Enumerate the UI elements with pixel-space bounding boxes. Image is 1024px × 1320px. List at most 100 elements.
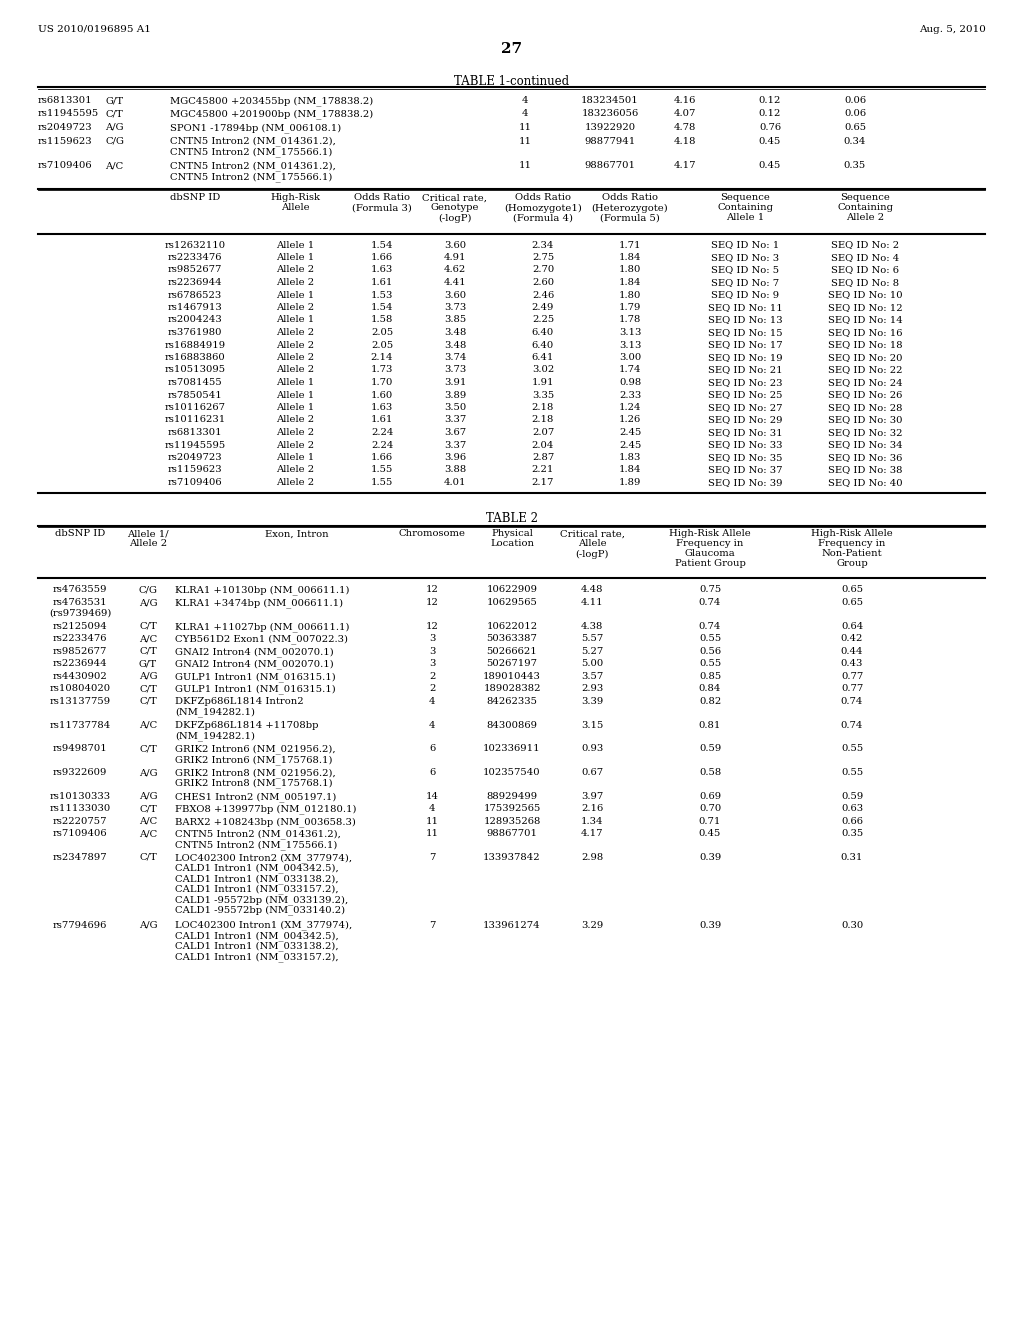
Text: 4: 4 (429, 697, 435, 706)
Text: rs11737784: rs11737784 (49, 721, 111, 730)
Text: SEQ ID No: 23: SEQ ID No: 23 (708, 378, 782, 387)
Text: 1.73: 1.73 (371, 366, 393, 375)
Text: 4: 4 (522, 110, 528, 119)
Text: SEQ ID No: 14: SEQ ID No: 14 (827, 315, 902, 325)
Text: 0.76: 0.76 (759, 123, 781, 132)
Text: 4.17: 4.17 (581, 829, 603, 838)
Text: (Formula 5): (Formula 5) (600, 214, 659, 223)
Text: CNTN5 Intron2 (NM_175566.1): CNTN5 Intron2 (NM_175566.1) (175, 840, 337, 850)
Text: 4.17: 4.17 (674, 161, 696, 170)
Text: SEQ ID No: 39: SEQ ID No: 39 (708, 478, 782, 487)
Text: SEQ ID No: 36: SEQ ID No: 36 (827, 453, 902, 462)
Text: Genotype: Genotype (431, 203, 479, 213)
Text: 0.59: 0.59 (841, 792, 863, 801)
Text: 3.67: 3.67 (444, 428, 466, 437)
Text: SEQ ID No: 38: SEQ ID No: 38 (827, 466, 902, 474)
Text: rs7109406: rs7109406 (52, 829, 108, 838)
Text: Allele 1/: Allele 1/ (127, 529, 169, 539)
Text: 3.91: 3.91 (443, 378, 466, 387)
Text: 2.04: 2.04 (531, 441, 554, 450)
Text: Allele 1: Allele 1 (275, 403, 314, 412)
Text: SEQ ID No: 30: SEQ ID No: 30 (827, 416, 902, 425)
Text: 7: 7 (429, 920, 435, 929)
Text: 0.77: 0.77 (841, 672, 863, 681)
Text: 3.35: 3.35 (531, 391, 554, 400)
Text: 84300869: 84300869 (486, 721, 538, 730)
Text: Exon, Intron: Exon, Intron (265, 529, 329, 539)
Text: rs6813301: rs6813301 (38, 96, 92, 106)
Text: A/G: A/G (138, 920, 158, 929)
Text: C/T: C/T (139, 684, 157, 693)
Text: 4.91: 4.91 (443, 253, 466, 261)
Text: SEQ ID No: 1: SEQ ID No: 1 (711, 240, 779, 249)
Text: Glaucoma: Glaucoma (685, 549, 735, 558)
Text: rs6786523: rs6786523 (168, 290, 222, 300)
Text: 0.12: 0.12 (759, 96, 781, 106)
Text: rs10513095: rs10513095 (165, 366, 225, 375)
Text: 0.31: 0.31 (841, 853, 863, 862)
Text: C/T: C/T (139, 697, 157, 706)
Text: rs2236944: rs2236944 (52, 659, 108, 668)
Text: 0.59: 0.59 (698, 744, 721, 754)
Text: rs11133030: rs11133030 (49, 804, 111, 813)
Text: 1.54: 1.54 (371, 240, 393, 249)
Text: 1.34: 1.34 (581, 817, 603, 826)
Text: Allele: Allele (281, 203, 309, 213)
Text: 5.57: 5.57 (581, 634, 603, 643)
Text: 3: 3 (429, 659, 435, 668)
Text: rs6813301: rs6813301 (168, 428, 222, 437)
Text: 2.21: 2.21 (531, 466, 554, 474)
Text: C/T: C/T (139, 647, 157, 656)
Text: 0.75: 0.75 (698, 586, 721, 594)
Text: Allele 2: Allele 2 (129, 540, 167, 549)
Text: 128935268: 128935268 (483, 817, 541, 826)
Text: SEQ ID No: 15: SEQ ID No: 15 (708, 327, 782, 337)
Text: 3.15: 3.15 (581, 721, 603, 730)
Text: SEQ ID No: 28: SEQ ID No: 28 (827, 403, 902, 412)
Text: 4.18: 4.18 (674, 136, 696, 145)
Text: 50266621: 50266621 (486, 647, 538, 656)
Text: A/G: A/G (138, 598, 158, 607)
Text: 2.07: 2.07 (531, 428, 554, 437)
Text: C/T: C/T (139, 622, 157, 631)
Text: C/T: C/T (139, 804, 157, 813)
Text: 4: 4 (429, 804, 435, 813)
Text: 1.66: 1.66 (371, 453, 393, 462)
Text: 98867701: 98867701 (585, 161, 636, 170)
Text: Odds Ratio: Odds Ratio (602, 194, 658, 202)
Text: SEQ ID No: 11: SEQ ID No: 11 (708, 304, 782, 312)
Text: rs9852677: rs9852677 (53, 647, 108, 656)
Text: 2.16: 2.16 (581, 804, 603, 813)
Text: rs2347897: rs2347897 (52, 853, 108, 862)
Text: 0.63: 0.63 (841, 804, 863, 813)
Text: DKFZp686L1814 +11708bp: DKFZp686L1814 +11708bp (175, 721, 318, 730)
Text: 0.45: 0.45 (759, 161, 781, 170)
Text: 2.14: 2.14 (371, 352, 393, 362)
Text: A/C: A/C (105, 161, 123, 170)
Text: 3.00: 3.00 (618, 352, 641, 362)
Text: SEQ ID No: 19: SEQ ID No: 19 (708, 352, 782, 362)
Text: A/G: A/G (138, 768, 158, 777)
Text: 1.26: 1.26 (618, 416, 641, 425)
Text: rs11945595: rs11945595 (38, 110, 99, 119)
Text: G/T: G/T (105, 96, 123, 106)
Text: Allele 2: Allele 2 (275, 478, 314, 487)
Text: 2: 2 (429, 684, 435, 693)
Text: 0.12: 0.12 (759, 110, 781, 119)
Text: Allele 2: Allele 2 (275, 265, 314, 275)
Text: 0.84: 0.84 (698, 684, 721, 693)
Text: LOC402300 Intron1 (XM_377974),: LOC402300 Intron1 (XM_377974), (175, 920, 352, 931)
Text: 4.16: 4.16 (674, 96, 696, 106)
Text: 4.11: 4.11 (581, 598, 603, 607)
Text: SEQ ID No: 27: SEQ ID No: 27 (708, 403, 782, 412)
Text: rs10116267: rs10116267 (165, 403, 225, 412)
Text: Chromosome: Chromosome (398, 529, 466, 539)
Text: rs4763559: rs4763559 (53, 586, 108, 594)
Text: 0.85: 0.85 (698, 672, 721, 681)
Text: 0.45: 0.45 (698, 829, 721, 838)
Text: CALD1 Intron1 (NM_033138.2),: CALD1 Intron1 (NM_033138.2), (175, 874, 339, 884)
Text: C/G: C/G (105, 136, 124, 145)
Text: GNAI2 Intron4 (NM_002070.1): GNAI2 Intron4 (NM_002070.1) (175, 647, 334, 656)
Text: 2.87: 2.87 (531, 453, 554, 462)
Text: 2.45: 2.45 (618, 428, 641, 437)
